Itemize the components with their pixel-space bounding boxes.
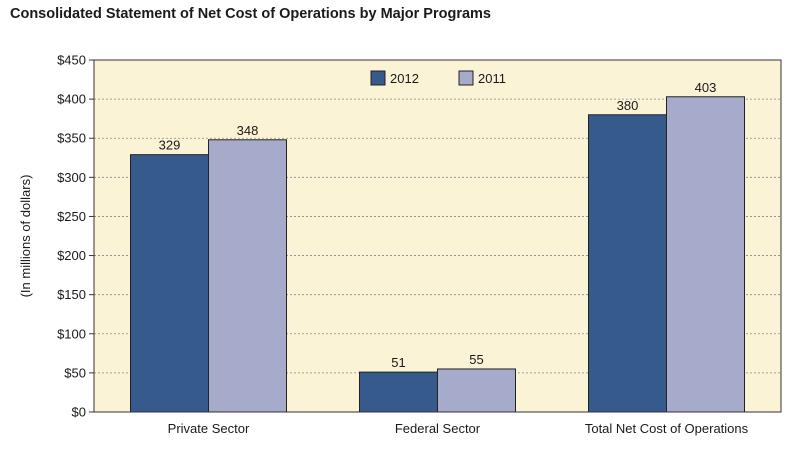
x-tick-label: Federal Sector [395,421,481,436]
data-label: 380 [617,98,639,113]
legend-swatch [458,70,474,86]
y-tick-label: $100 [57,326,86,341]
data-label: 348 [237,123,259,138]
y-tick-label: $200 [57,248,86,263]
y-axis: $0 $50 $100 $150 $200 $250 $300 $350 $400 $450 [57,53,94,420]
bars: 329 348 51 55 380 403 [130,80,745,413]
x-tick-label: Private Sector [168,421,250,436]
data-label: 329 [159,138,181,153]
y-tick-label: $450 [57,53,86,68]
legend-swatch [370,70,386,86]
data-label: 55 [469,352,483,367]
data-label: 51 [391,355,405,370]
bar-2011 [208,139,287,413]
x-axis: Private Sector Federal Sector Total Net Co… [168,421,749,436]
y-axis-label: (In millions of dollars) [18,175,33,298]
y-tick-label: $50 [64,365,86,380]
y-tick-label: $0 [72,405,86,420]
legend-label: 2011 [478,71,506,86]
legend: 2012 2011 [370,70,506,86]
bar-2012 [130,154,209,413]
bar-2012 [359,371,438,413]
bar-2011 [437,368,516,413]
y-tick-label: $250 [57,209,86,224]
legend-label: 2012 [390,71,419,86]
plot-border [93,59,782,413]
y-tick-label: $400 [57,92,86,107]
x-tick-label: Total Net Cost of Operations [585,421,749,436]
bar-2011 [666,96,745,413]
data-label: 403 [695,80,717,95]
y-tick-label: $300 [57,170,86,185]
bar-2012 [588,114,667,413]
y-tick-label: $150 [57,287,86,302]
y-tick-label: $350 [57,131,86,146]
chart-title: Consolidated Statement of Net Cost of Op… [10,6,491,22]
